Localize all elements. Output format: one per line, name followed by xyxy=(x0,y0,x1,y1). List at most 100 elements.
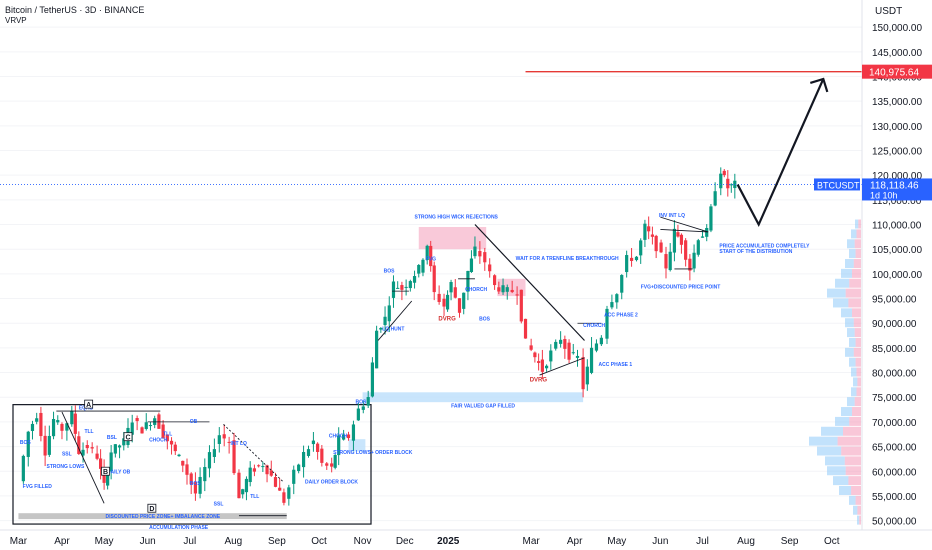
candle-body xyxy=(351,424,356,441)
indicator-label: VRVP xyxy=(5,16,27,25)
candle-body xyxy=(287,487,291,499)
time-axis[interactable]: Mar Apr May Jun Jul Aug Sep Oct Nov Dec 2025 Mar Apr… xyxy=(0,529,932,547)
box-b: B xyxy=(103,469,108,476)
label-bos-3: BOS xyxy=(356,400,368,406)
label-choch-2: CHOCH xyxy=(329,434,348,440)
volume-bar-up xyxy=(827,466,846,476)
candle-body xyxy=(222,434,226,439)
candle-body xyxy=(30,423,35,431)
volume-bar-down xyxy=(856,387,861,397)
candle-body xyxy=(537,361,541,363)
candle-body xyxy=(634,256,639,261)
candle-body xyxy=(337,435,341,456)
candle-body xyxy=(488,264,492,272)
candle-body xyxy=(316,443,320,452)
candle-body xyxy=(117,445,122,448)
current-tag-countdown: 1d 10h xyxy=(870,190,898,200)
volume-bar-up xyxy=(833,476,849,486)
volume-bar-down xyxy=(848,298,861,308)
candle-body xyxy=(540,359,544,372)
candle-body xyxy=(282,492,286,503)
volume-bar-up xyxy=(855,219,859,229)
candle-body xyxy=(56,420,60,423)
discount-zone xyxy=(18,513,287,520)
candle-body xyxy=(396,287,400,289)
label-bos-5: BOS xyxy=(479,317,491,323)
candle-body xyxy=(729,184,733,186)
time-tick: May xyxy=(95,536,114,547)
candle-body xyxy=(493,275,497,286)
candle-body xyxy=(519,289,523,322)
time-tick: Jul xyxy=(183,536,196,547)
candle-body xyxy=(501,285,505,293)
candle-body xyxy=(113,444,117,454)
label-price-acc-2: START OF THE DISTRIBUTION xyxy=(719,249,792,255)
candle-body xyxy=(292,469,296,484)
time-tick: Dec xyxy=(396,536,414,547)
candle-body xyxy=(232,440,236,474)
price-tick: 60,000.00 xyxy=(872,467,917,478)
candle-body xyxy=(169,440,174,445)
volume-bar-down xyxy=(853,318,861,328)
volume-bar-up xyxy=(821,426,843,436)
candle-body xyxy=(26,431,30,457)
order-block-zone xyxy=(348,439,366,452)
candle-body xyxy=(654,235,658,252)
volume-bar-down xyxy=(843,426,861,436)
price-tick: 70,000.00 xyxy=(872,418,917,429)
candle-body xyxy=(473,246,477,257)
candle-body xyxy=(383,316,387,326)
volume-bar-down xyxy=(849,278,861,288)
candle-body xyxy=(47,435,51,455)
price-tick: 100,000.00 xyxy=(872,270,922,281)
volume-bar-up xyxy=(849,337,856,347)
candle-body xyxy=(679,234,684,245)
candle-body xyxy=(515,294,519,296)
price-tick: 65,000.00 xyxy=(872,443,917,454)
price-tick: 80,000.00 xyxy=(872,369,917,380)
projection-path xyxy=(736,78,825,228)
candle-body xyxy=(77,436,81,454)
label-bos-4: BOS xyxy=(384,268,396,274)
volume-bar-up xyxy=(833,298,849,308)
candle-body xyxy=(244,478,249,493)
label-ssl-2: SSL xyxy=(214,501,224,507)
projection-arrowhead xyxy=(809,77,829,93)
label-dvrg-2: DVRG xyxy=(530,377,548,383)
candle-body xyxy=(185,464,189,475)
candle-body xyxy=(273,477,278,487)
candle-body xyxy=(106,473,110,486)
candle-body xyxy=(672,228,677,253)
candle-body xyxy=(70,411,74,425)
candle-body xyxy=(248,467,252,483)
candle-body xyxy=(306,449,311,456)
volume-bar-up xyxy=(849,357,856,367)
volume-bar-up xyxy=(845,259,854,268)
price-axis[interactable]: USDT150,000.00145,000.00140,000.00135,00… xyxy=(861,0,932,550)
candle-body xyxy=(437,293,441,302)
volume-bar-up xyxy=(835,278,850,288)
price-tick: 115,000.00 xyxy=(872,196,922,207)
candle-body xyxy=(60,423,64,431)
candle-body xyxy=(85,445,89,449)
candle-body xyxy=(161,424,165,438)
volume-bar-up xyxy=(847,397,855,407)
box-a-box xyxy=(84,399,94,409)
volume-bar-up xyxy=(851,387,857,397)
price-tick: 85,000.00 xyxy=(872,344,917,355)
volume-bar-down xyxy=(852,268,861,278)
candle-body xyxy=(483,252,487,263)
candle-body xyxy=(391,281,396,298)
label-bsl: BSL xyxy=(107,435,117,441)
candle-body xyxy=(51,418,56,437)
price-tick: 145,000.00 xyxy=(872,48,922,59)
volume-bar-up xyxy=(827,288,846,298)
candle-body xyxy=(165,434,169,442)
box-d-box xyxy=(147,503,157,513)
candle-body xyxy=(177,454,181,457)
price-axis-bg xyxy=(862,0,932,550)
volume-bar-up xyxy=(841,407,852,417)
candle-body xyxy=(585,366,589,385)
volume-bar-up xyxy=(851,367,857,377)
